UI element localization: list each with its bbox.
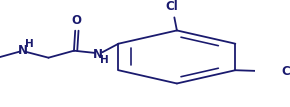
Text: O: O bbox=[72, 14, 82, 27]
Text: Cl: Cl bbox=[281, 65, 290, 78]
Text: N: N bbox=[18, 44, 28, 57]
Text: H: H bbox=[100, 55, 109, 65]
Text: H: H bbox=[25, 39, 34, 49]
Text: Cl: Cl bbox=[165, 0, 178, 13]
Text: N: N bbox=[93, 48, 103, 61]
